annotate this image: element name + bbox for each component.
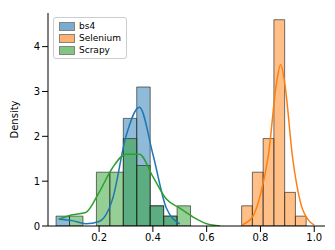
svg-text:1.0: 1.0 — [306, 232, 322, 243]
svg-text:0.6: 0.6 — [199, 232, 215, 243]
html-text:bs4: bs4 — [79, 21, 96, 31]
html-text:Selenium: Selenium — [79, 33, 121, 43]
svg-text:0.2: 0.2 — [91, 232, 107, 243]
svg-text:2: 2 — [34, 131, 40, 142]
html-text:Scrapy: Scrapy — [79, 45, 110, 55]
svg-text:Density: Density — [9, 100, 20, 138]
svg-text:0: 0 — [34, 221, 40, 232]
svg-text:4: 4 — [34, 41, 40, 52]
svg-text:0.8: 0.8 — [253, 232, 269, 243]
svg-text:1: 1 — [34, 176, 40, 187]
svg-text:3: 3 — [34, 86, 40, 97]
svg-text:0.4: 0.4 — [145, 232, 161, 243]
